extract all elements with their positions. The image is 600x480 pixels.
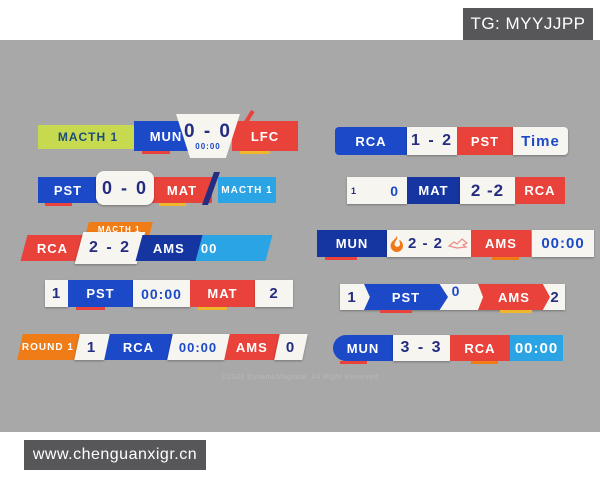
score-panel: 2 - 2 bbox=[387, 230, 471, 257]
away-team: RCA bbox=[450, 335, 510, 364]
scoreboard-l1: MACTH 1 MUN LFC 0 - 0 00:00 bbox=[38, 109, 298, 161]
home-team: MAT bbox=[407, 177, 460, 204]
home-team: PST bbox=[68, 280, 133, 310]
site-url-badge: www.chenguanxigr.cn bbox=[24, 440, 206, 470]
score: 1 - 2 bbox=[407, 127, 457, 155]
away-score-label: 0 bbox=[286, 338, 296, 356]
score: 0 - 0 bbox=[183, 120, 233, 142]
away-team: AMS bbox=[135, 235, 203, 261]
score: 0 - 0 bbox=[96, 171, 154, 205]
home-score-label: 1 bbox=[87, 338, 97, 356]
match-time: 00:00 bbox=[133, 280, 190, 307]
away-team: PST bbox=[457, 127, 513, 155]
away-team: AMS bbox=[471, 230, 531, 260]
scoreboard-r1: RCA 1 - 2 PST Time bbox=[335, 127, 568, 155]
home-team-label: RCA bbox=[122, 339, 155, 355]
home-score: 1 bbox=[45, 280, 68, 307]
away-score: 0 bbox=[274, 334, 308, 360]
scoreboard-r4: 1 PST 0 AMS 2 bbox=[340, 283, 565, 313]
home-team: RCA bbox=[104, 334, 173, 360]
away-score: 2 bbox=[255, 280, 293, 307]
home-score: 0 bbox=[390, 182, 399, 199]
score: 2 - 2 bbox=[74, 232, 146, 264]
flame-badge-icon bbox=[390, 235, 403, 252]
mid-score: 0 bbox=[451, 283, 461, 299]
match-tag: MACTH 1 bbox=[218, 177, 276, 203]
match-time: 00:00 bbox=[195, 141, 221, 151]
round-tag: ROUND 1 bbox=[17, 334, 80, 360]
match-tag: MACTH 1 bbox=[38, 125, 138, 149]
score: 2 -2 bbox=[460, 177, 515, 204]
match-time: 00:00 bbox=[167, 334, 230, 360]
eagle-badge-icon bbox=[448, 237, 468, 250]
scoreboard-r5: MUN 3 - 3 RCA 00:00 bbox=[333, 335, 563, 364]
home-team: RCA bbox=[20, 235, 85, 261]
home-team: MUN bbox=[317, 230, 387, 260]
tg-badge: TG: MYYJJPP bbox=[463, 8, 593, 40]
home-team: RCA bbox=[335, 127, 407, 155]
score-label: 2 - 2 bbox=[88, 239, 131, 256]
home-team: PST bbox=[364, 284, 448, 310]
scoreboard-l3: MACTH 1 RCA 2 - 2 AMS 00 bbox=[20, 222, 274, 264]
away-team: RCA bbox=[515, 177, 565, 204]
match-time-label: 00:00 bbox=[179, 339, 218, 355]
away-team: MAT bbox=[190, 280, 255, 310]
match-time: 00:00 bbox=[510, 335, 563, 361]
match-time: 00:00 bbox=[532, 230, 594, 257]
home-score: 1 bbox=[347, 288, 357, 306]
home-team: PST bbox=[38, 177, 98, 206]
scoreboard-l2: PST 0 - 0 MAT MACTH 1 bbox=[38, 171, 278, 206]
period-panel: 1 0 bbox=[347, 177, 407, 204]
away-team: MAT bbox=[152, 177, 212, 206]
away-team-label: AMS bbox=[236, 339, 268, 355]
scoreboard-r3: MUN 2 - 2 AMS 00:00 bbox=[317, 230, 594, 260]
score: 2 - 2 bbox=[407, 235, 443, 252]
round-tag-label: ROUND 1 bbox=[22, 341, 75, 353]
scoreboard-l5: ROUND 1 1 RCA 00:00 AMS 0 bbox=[17, 334, 308, 360]
accent-bar bbox=[500, 310, 532, 313]
accent-bar bbox=[380, 310, 412, 313]
scoreboard-r2: 1 0 MAT 2 -2 RCA bbox=[347, 177, 565, 204]
away-score: 2 bbox=[550, 288, 560, 306]
watermark: ©2023 DynamoMagnate. All Right Reserved bbox=[221, 374, 379, 381]
away-team: LFC bbox=[232, 121, 298, 154]
away-team: AMS bbox=[478, 284, 550, 310]
home-team: MUN bbox=[333, 335, 393, 364]
score: 3 - 3 bbox=[393, 335, 450, 361]
away-team-label: AMS bbox=[153, 240, 185, 256]
match-time: 00 bbox=[193, 235, 273, 261]
away-team: AMS bbox=[224, 334, 280, 360]
scoreboard-l4: 1 PST 00:00 MAT 2 bbox=[45, 280, 293, 310]
score-panel: 0 - 0 00:00 bbox=[176, 114, 240, 158]
period-label: 1 bbox=[351, 185, 358, 196]
match-time-label: 00 bbox=[201, 240, 218, 256]
home-team-label: RCA bbox=[36, 240, 69, 256]
match-time: Time bbox=[513, 127, 568, 155]
